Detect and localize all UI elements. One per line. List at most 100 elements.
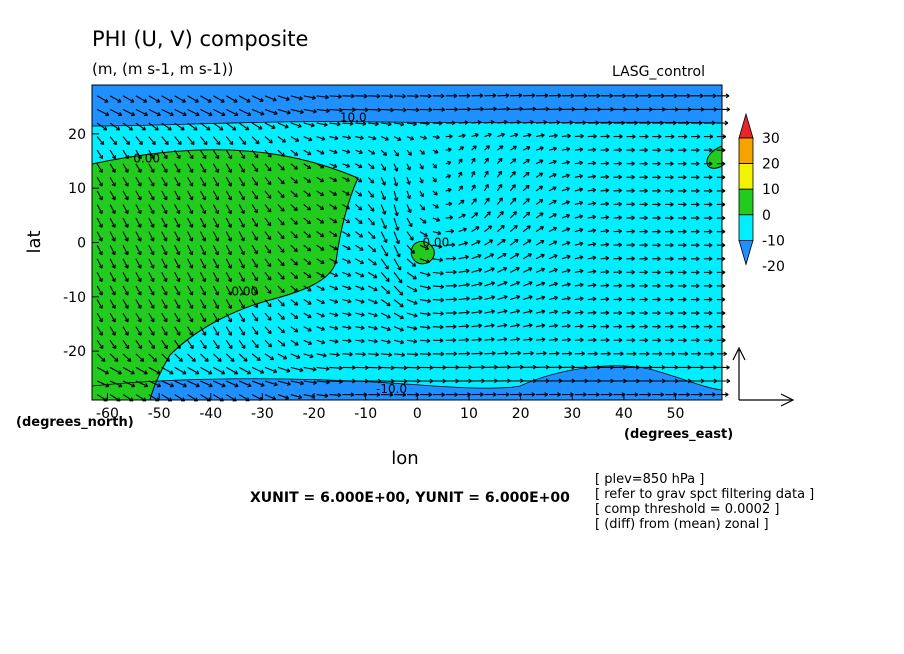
- wind-arrow: [613, 188, 623, 193]
- wind-arrow: [626, 297, 635, 302]
- wind-arrow: [199, 326, 207, 336]
- wind-arrow: [548, 295, 559, 301]
- wind-arrow: [303, 271, 312, 279]
- wind-arrow: [96, 258, 103, 269]
- wind-arrow: [613, 337, 623, 343]
- wind-arrow: [523, 93, 536, 98]
- wind-arrow: [96, 272, 103, 283]
- wind-arrow: [303, 149, 312, 156]
- wind-arrow: [703, 324, 713, 330]
- wind-arrow: [212, 258, 220, 269]
- wind-arrow: [639, 161, 648, 167]
- wind-arrow: [652, 161, 661, 167]
- wind-arrow: [665, 202, 674, 207]
- wind-arrow: [432, 257, 444, 263]
- wind-arrow: [652, 215, 661, 221]
- wind-arrow: [342, 338, 352, 344]
- wind-arrow: [96, 285, 103, 296]
- wind-arrow: [613, 107, 627, 112]
- wind-arrow: [432, 351, 445, 357]
- wind-arrow: [213, 95, 225, 103]
- wind-arrow: [277, 299, 285, 307]
- wind-arrow: [109, 136, 118, 146]
- wind-arrow: [122, 272, 129, 283]
- wind-arrow: [691, 392, 703, 397]
- wind-arrow: [535, 239, 545, 246]
- wind-arrow: [238, 244, 245, 256]
- wind-arrow: [161, 299, 168, 309]
- wind-arrow: [303, 299, 312, 305]
- wind-arrow: [484, 295, 496, 301]
- wind-arrow: [368, 135, 377, 141]
- wind-arrow: [316, 163, 325, 169]
- wind-arrow: [587, 269, 597, 274]
- wind-arrow: [122, 190, 129, 201]
- wind-arrow: [264, 339, 273, 348]
- wind-arrow: [703, 256, 713, 262]
- wind-arrow: [342, 121, 354, 126]
- wind-arrow: [148, 95, 161, 103]
- wind-arrow: [225, 339, 233, 350]
- wind-arrow: [613, 120, 625, 126]
- wind-arrow: [148, 272, 155, 283]
- wind-arrow: [419, 392, 433, 397]
- wind-arrow: [665, 256, 674, 262]
- wind-arrow: [600, 337, 610, 343]
- wind-arrow: [703, 188, 713, 194]
- wind-arrow: [703, 107, 718, 112]
- wind-arrow: [639, 147, 648, 153]
- wind-arrow: [509, 197, 517, 205]
- wind-arrow: [639, 310, 648, 316]
- wind-arrow: [587, 282, 597, 288]
- wind-arrow: [212, 339, 220, 350]
- wind-arrow: [355, 135, 364, 141]
- wind-arrow: [264, 285, 272, 294]
- wind-arrow: [613, 201, 623, 207]
- wind-arrow: [342, 365, 356, 370]
- wind-arrow: [445, 147, 452, 153]
- x-tick-label: -20: [303, 406, 326, 422]
- field-region-central-spot: [410, 241, 435, 265]
- wind-arrow: [225, 122, 237, 131]
- wind-arrow: [225, 258, 232, 269]
- chart-title: PHI (U, V) composite: [92, 27, 308, 51]
- wind-arrow: [264, 258, 272, 268]
- wind-arrow: [290, 95, 303, 101]
- wind-arrow: [212, 353, 222, 362]
- wind-arrow: [148, 326, 155, 336]
- wind-arrow: [445, 365, 460, 370]
- wind-arrow: [316, 353, 327, 358]
- wind-arrow: [600, 93, 614, 99]
- wind-arrow: [716, 392, 729, 397]
- wind-arrow: [199, 312, 207, 323]
- wind-arrow: [432, 163, 438, 169]
- wind-arrow: [678, 283, 687, 289]
- wind-arrow: [380, 244, 389, 257]
- wind-arrow: [678, 365, 692, 370]
- x-tick-label: -30: [251, 406, 274, 422]
- wind-arrow: [703, 161, 713, 167]
- wind-arrow: [574, 133, 584, 139]
- wind-arrow: [678, 215, 687, 221]
- wind-arrow: [549, 378, 563, 384]
- colorbar-bottom-triangle: [738, 239, 754, 266]
- wind-arrow: [419, 190, 424, 198]
- wind-arrow: [432, 134, 440, 140]
- wind-arrow: [678, 174, 687, 180]
- wind-arrow: [535, 281, 546, 287]
- wind-arrow: [509, 238, 519, 246]
- wind-arrow: [368, 285, 378, 292]
- wind-arrow: [109, 339, 117, 350]
- wind-arrow: [471, 337, 482, 342]
- wind-arrow: [574, 392, 587, 397]
- wind-arrow: [122, 122, 134, 131]
- wind-arrow: [277, 95, 290, 102]
- wind-arrow: [484, 239, 494, 246]
- wind-arrow: [652, 310, 661, 316]
- wind-arrow: [381, 365, 395, 371]
- wind-arrow: [587, 310, 597, 316]
- wind-arrow: [187, 299, 194, 309]
- wind-arrow: [226, 380, 239, 388]
- wind-arrow: [703, 337, 713, 343]
- wind-arrow: [458, 364, 472, 370]
